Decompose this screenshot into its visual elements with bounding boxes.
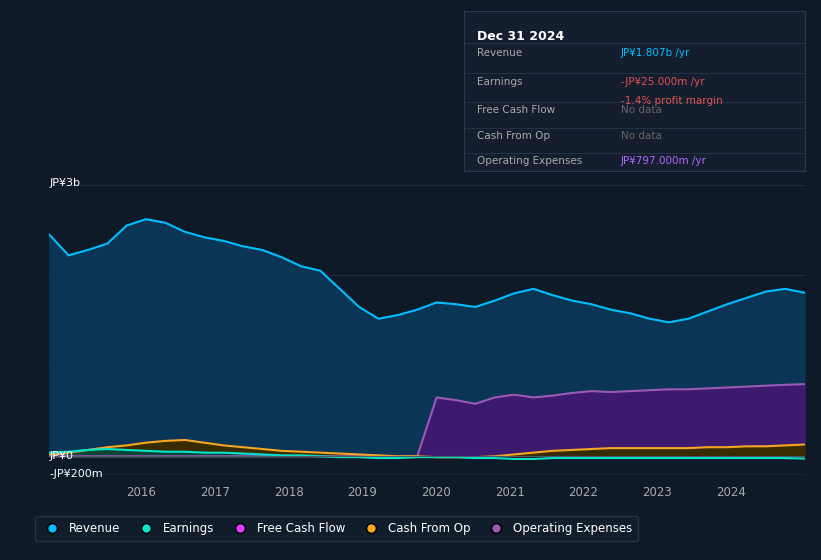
- Legend: Revenue, Earnings, Free Cash Flow, Cash From Op, Operating Expenses: Revenue, Earnings, Free Cash Flow, Cash …: [34, 516, 638, 541]
- Text: -JP¥25.000m /yr: -JP¥25.000m /yr: [621, 77, 704, 87]
- Text: No data: No data: [621, 105, 662, 115]
- Text: JP¥797.000m /yr: JP¥797.000m /yr: [621, 156, 706, 166]
- Text: JP¥3b: JP¥3b: [49, 178, 80, 188]
- Text: Revenue: Revenue: [478, 48, 523, 58]
- Text: Dec 31 2024: Dec 31 2024: [478, 30, 565, 43]
- Text: JP¥1.807b /yr: JP¥1.807b /yr: [621, 48, 690, 58]
- Text: Free Cash Flow: Free Cash Flow: [478, 105, 556, 115]
- Text: No data: No data: [621, 131, 662, 141]
- Text: Operating Expenses: Operating Expenses: [478, 156, 583, 166]
- Text: JP¥0: JP¥0: [49, 451, 73, 461]
- Text: Earnings: Earnings: [478, 77, 523, 87]
- Text: -1.4% profit margin: -1.4% profit margin: [621, 96, 722, 106]
- Text: Cash From Op: Cash From Op: [478, 131, 551, 141]
- Text: -JP¥200m: -JP¥200m: [49, 469, 103, 479]
